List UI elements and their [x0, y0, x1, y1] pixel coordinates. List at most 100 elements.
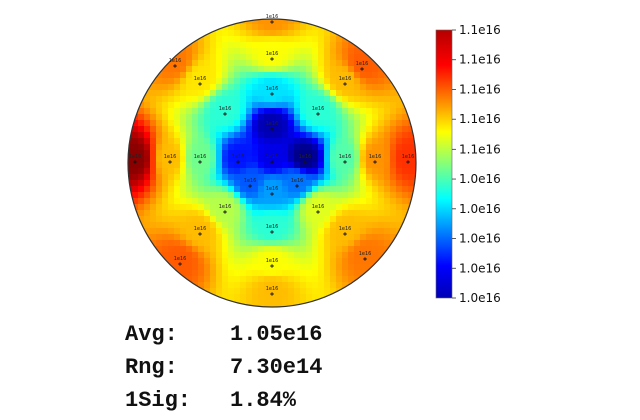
- field-cell: [216, 42, 223, 49]
- field-cell: [128, 144, 133, 151]
- field-cell: [150, 210, 157, 217]
- field-cell: [210, 180, 217, 187]
- field-cell: [144, 198, 151, 205]
- field-cell: [312, 120, 319, 127]
- field-cell: [384, 162, 391, 169]
- field-cell: [390, 222, 397, 229]
- field-cell: [342, 84, 349, 91]
- site-marker: [316, 210, 320, 214]
- field-cell: [276, 234, 283, 241]
- field-cell: [270, 54, 277, 61]
- field-cell: [294, 270, 301, 277]
- field-cell: [204, 54, 211, 61]
- field-cell: [128, 168, 133, 175]
- field-cell: [222, 36, 229, 43]
- field-cell: [342, 186, 349, 193]
- field-cell: [360, 54, 367, 61]
- field-cell: [210, 30, 217, 37]
- field-cell: [222, 198, 229, 205]
- field-cell: [192, 84, 199, 91]
- field-cell: [282, 102, 289, 109]
- field-cell: [384, 114, 391, 121]
- field-cell: [312, 102, 319, 109]
- field-cell: [252, 228, 259, 235]
- field-cell: [168, 222, 175, 229]
- field-cell: [318, 90, 325, 97]
- field-cell: [258, 36, 265, 43]
- field-cell: [270, 150, 277, 157]
- field-cell: [270, 84, 277, 91]
- field-cell: [318, 210, 325, 217]
- field-cell: [252, 156, 259, 163]
- field-cell: [384, 96, 391, 103]
- field-cell: [294, 114, 301, 121]
- field-cell: [330, 252, 337, 259]
- field-cell: [378, 192, 385, 199]
- field-cell: [300, 19, 307, 25]
- field-cell: [222, 102, 229, 109]
- field-cell: [252, 240, 259, 247]
- field-cell: [258, 150, 265, 157]
- field-cell: [324, 210, 331, 217]
- field-cell: [300, 198, 307, 205]
- field-cell: [342, 114, 349, 121]
- field-cell: [228, 156, 235, 163]
- field-cell: [234, 78, 241, 85]
- field-cell: [246, 234, 253, 241]
- field-cell: [258, 114, 265, 121]
- field-cell: [312, 84, 319, 91]
- field-cell: [294, 66, 301, 73]
- field-cell: [294, 84, 301, 91]
- field-cell: [312, 126, 319, 133]
- field-cell: [138, 180, 145, 187]
- field-cell: [276, 66, 283, 73]
- field-cell: [354, 54, 361, 61]
- field-cell: [276, 126, 283, 133]
- field-cell: [216, 282, 223, 289]
- field-cell: [294, 24, 301, 31]
- field-cell: [252, 42, 259, 49]
- field-cell: [246, 24, 253, 31]
- field-cell: [276, 210, 283, 217]
- field-cell: [372, 168, 379, 175]
- field-cell: [228, 24, 235, 31]
- field-cell: [300, 78, 307, 85]
- field-cell: [312, 60, 319, 67]
- field-cell: [162, 234, 169, 241]
- field-cell: [390, 120, 397, 127]
- field-cell: [180, 60, 187, 67]
- field-cell: [402, 180, 409, 187]
- field-cell: [330, 72, 337, 79]
- field-cell: [336, 294, 343, 301]
- field-cell: [312, 276, 319, 283]
- field-cell: [318, 246, 325, 253]
- field-cell: [258, 300, 265, 307]
- field-cell: [204, 66, 211, 73]
- field-cell: [378, 60, 385, 67]
- field-cell: [270, 210, 277, 217]
- field-cell: [276, 204, 283, 211]
- field-cell: [336, 192, 343, 199]
- field-cell: [192, 186, 199, 193]
- field-cell: [294, 192, 301, 199]
- field-cell: [390, 216, 397, 223]
- field-cell: [336, 216, 343, 223]
- field-cell: [402, 150, 409, 157]
- field-cell: [336, 48, 343, 55]
- field-cell: [372, 78, 379, 85]
- field-cell: [276, 294, 283, 301]
- field-cell: [162, 114, 169, 121]
- field-cell: [270, 96, 277, 103]
- field-cell: [192, 126, 199, 133]
- field-cell: [312, 216, 319, 223]
- field-cell: [318, 144, 325, 151]
- field-cell: [186, 204, 193, 211]
- field-cell: [234, 60, 241, 67]
- field-cell: [174, 144, 181, 151]
- field-cell: [318, 60, 325, 67]
- field-cell: [138, 156, 145, 163]
- field-cell: [282, 19, 289, 25]
- field-cell: [312, 24, 319, 31]
- field-cell: [198, 222, 205, 229]
- field-cell: [156, 72, 163, 79]
